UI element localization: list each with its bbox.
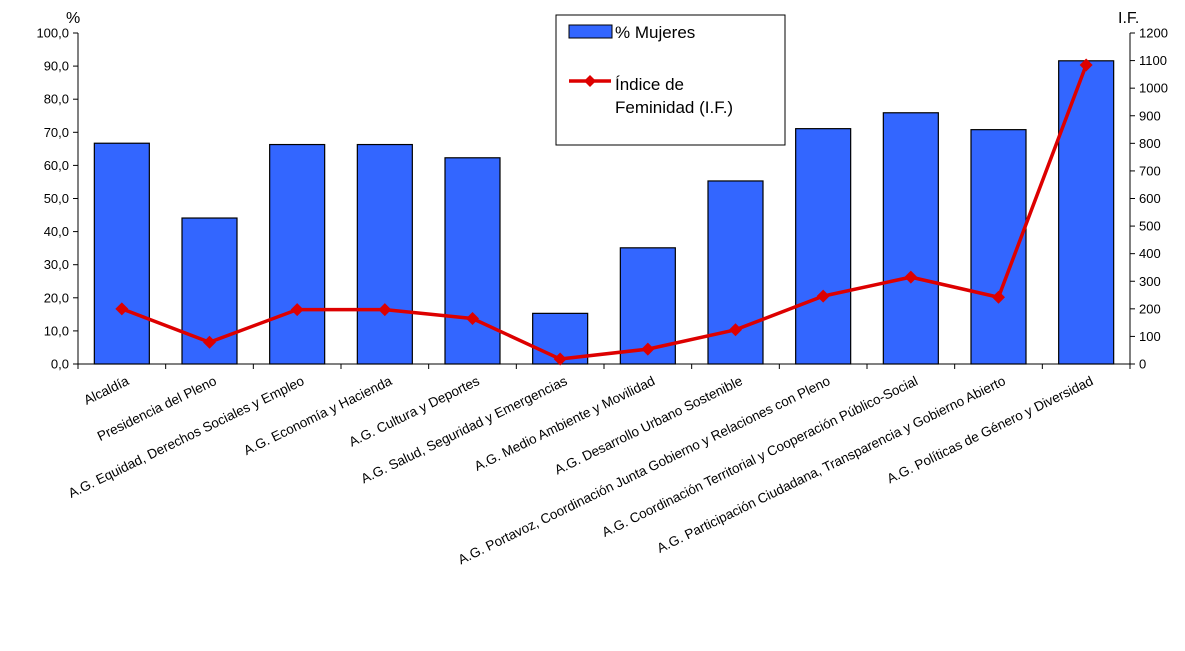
right-tick-label: 300 [1139, 274, 1161, 289]
bar-series [93, 60, 1115, 365]
right-tick-label: 500 [1139, 219, 1161, 234]
line-marker [904, 270, 918, 284]
line-marker [1079, 58, 1093, 72]
bar [882, 112, 939, 365]
legend-line-label-2: Feminidad (I.F.) [615, 98, 733, 117]
line-marker [553, 352, 567, 366]
right-tick-label: 0 [1139, 357, 1146, 372]
legend: % Mujeres Índice de Feminidad (I.F.) [555, 14, 786, 146]
right-tick-label: 400 [1139, 246, 1161, 261]
line-marker [466, 311, 479, 325]
left-tick-label: 20,0 [44, 290, 69, 305]
right-axis-ticks: 0 100 200 300 400 500 600 700 800 900 1000 1100 1200 [1130, 26, 1168, 372]
left-tick-label: 50,0 [44, 191, 69, 206]
line-marker [203, 335, 216, 349]
right-tick-label: 100 [1139, 329, 1161, 344]
line-marker [641, 342, 655, 356]
right-tick-label: 200 [1139, 301, 1161, 316]
left-tick-label: 40,0 [44, 224, 69, 239]
line-marker [816, 289, 830, 303]
right-tick-label: 1200 [1139, 26, 1168, 41]
left-axis-unit: % [66, 10, 80, 27]
line-marker [378, 303, 392, 317]
bar [444, 157, 501, 365]
left-tick-label: 100,0 [36, 26, 69, 41]
bar [356, 143, 413, 365]
right-tick-label: 700 [1139, 163, 1161, 178]
right-tick-label: 900 [1139, 108, 1161, 123]
bar [93, 142, 150, 365]
line-path [121, 64, 1088, 361]
left-tick-label: 90,0 [44, 59, 69, 74]
category-label: A.G. Coordinación Territorial y Cooperac… [600, 373, 921, 540]
line-series [115, 58, 1093, 366]
right-axis-unit: I.F. [1118, 10, 1139, 27]
category-label: A.G. Economía y Hacienda [241, 373, 394, 458]
bar [1058, 60, 1115, 365]
line-marker [729, 323, 742, 337]
line-marker [992, 290, 1005, 304]
right-tick-label: 800 [1139, 136, 1161, 151]
right-tick-label: 1000 [1139, 81, 1168, 96]
line-marker [290, 303, 304, 317]
legend-line-marker [584, 75, 596, 87]
left-tick-label: 10,0 [44, 323, 69, 338]
left-tick-label: 0,0 [51, 357, 69, 372]
legend-bar-label: % Mujeres [615, 23, 695, 42]
right-tick-label: 600 [1139, 191, 1161, 206]
left-axis-ticks: 0,0 10,0 20,0 30,0 40,0 50,0 60,0 70,0 80,0 90,0 1… [36, 26, 78, 372]
bar [707, 180, 764, 365]
category-label: Alcaldía [81, 373, 131, 408]
legend-bar-swatch [568, 24, 613, 39]
line-marker [115, 302, 129, 316]
left-tick-label: 30,0 [44, 257, 69, 272]
right-tick-label: 1100 [1139, 53, 1167, 68]
left-tick-label: 70,0 [44, 125, 69, 140]
left-tick-label: 60,0 [44, 158, 69, 173]
legend-line-label-1: Índice de [615, 75, 684, 94]
bar [795, 128, 852, 365]
bar [269, 143, 326, 365]
left-tick-label: 80,0 [44, 92, 69, 107]
